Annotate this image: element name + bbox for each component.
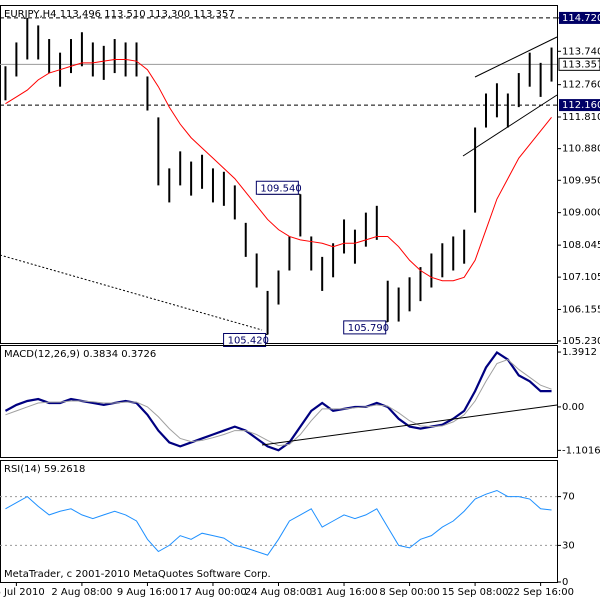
x-tick-label: 2 Aug 08:00 [51,587,112,598]
trendlines [0,36,558,446]
last-price-label: 113.357 [562,59,600,70]
y-tick-label: -1.1016 [562,445,600,456]
level-label: 114.720 [562,13,600,24]
annotation-box [343,320,387,335]
y-tick-label: 1.3912 [562,347,597,358]
x-tick-label: 31 Aug 16:00 [310,587,377,598]
level-label: 112.160 [562,100,600,111]
annotation-box [255,180,299,195]
channel-upper [474,36,558,78]
annotation-box [223,332,267,347]
level-box [559,99,600,112]
panel-title: MACD(12,26,9) 0.3834 0.3726 [4,349,156,360]
panel-title: EURJPY,H4 113.496 113.510 113.300 113.35… [4,9,235,20]
y-tick-label: 107.105 [562,272,600,283]
y-tick-label: 113.740 [562,46,600,57]
footer: MetaTrader, c 2001-2010 MetaQuotes Softw… [4,569,271,580]
y-tick-label: 105.230 [562,336,600,347]
annotation-label: 105.790 [348,323,389,334]
channel-lower [462,94,558,157]
moving-average [5,58,552,282]
dotted-trendline [0,254,263,331]
x-tick-label: 26 Jul 2010 [0,587,45,598]
y-tick-label: 109.950 [562,175,600,186]
annotation-label: 109.540 [260,183,301,194]
y-tick-label: 0.00 [562,402,584,413]
x-tick-label: 22 Sep 16:00 [507,587,574,598]
x-tick-label: 24 Aug 08:00 [245,587,312,598]
x-tick-label: 9 Aug 16:00 [117,587,178,598]
y-tick-label: 108.045 [562,240,600,251]
x-tick-label: 15 Sep 08:00 [442,587,509,598]
y-tick-label: 109.000 [562,208,600,219]
series-line [5,359,552,447]
series-line [5,489,552,556]
x-tick-label: 8 Sep 00:00 [379,587,439,598]
series-line [4,351,552,452]
macd-trendline [261,404,558,446]
panel-frame [0,345,558,458]
level-box [559,11,600,24]
y-tick-label: 30 [562,540,575,551]
annotation-label: 105.420 [228,335,269,346]
y-tick-label: 0 [562,577,568,588]
panel-title: RSI(14) 59.2618 [4,464,85,475]
x-tick-label: 17 Aug 00:00 [179,587,246,598]
y-tick-label: 70 [562,492,575,503]
panel-frame [0,5,558,344]
y-tick-label: 111.810 [562,112,600,123]
y-tick-label: 112.760 [562,80,600,91]
last-price-box [558,57,600,71]
y-tick-label: 106.155 [562,304,600,315]
y-tick-label: 110.880 [562,144,600,155]
